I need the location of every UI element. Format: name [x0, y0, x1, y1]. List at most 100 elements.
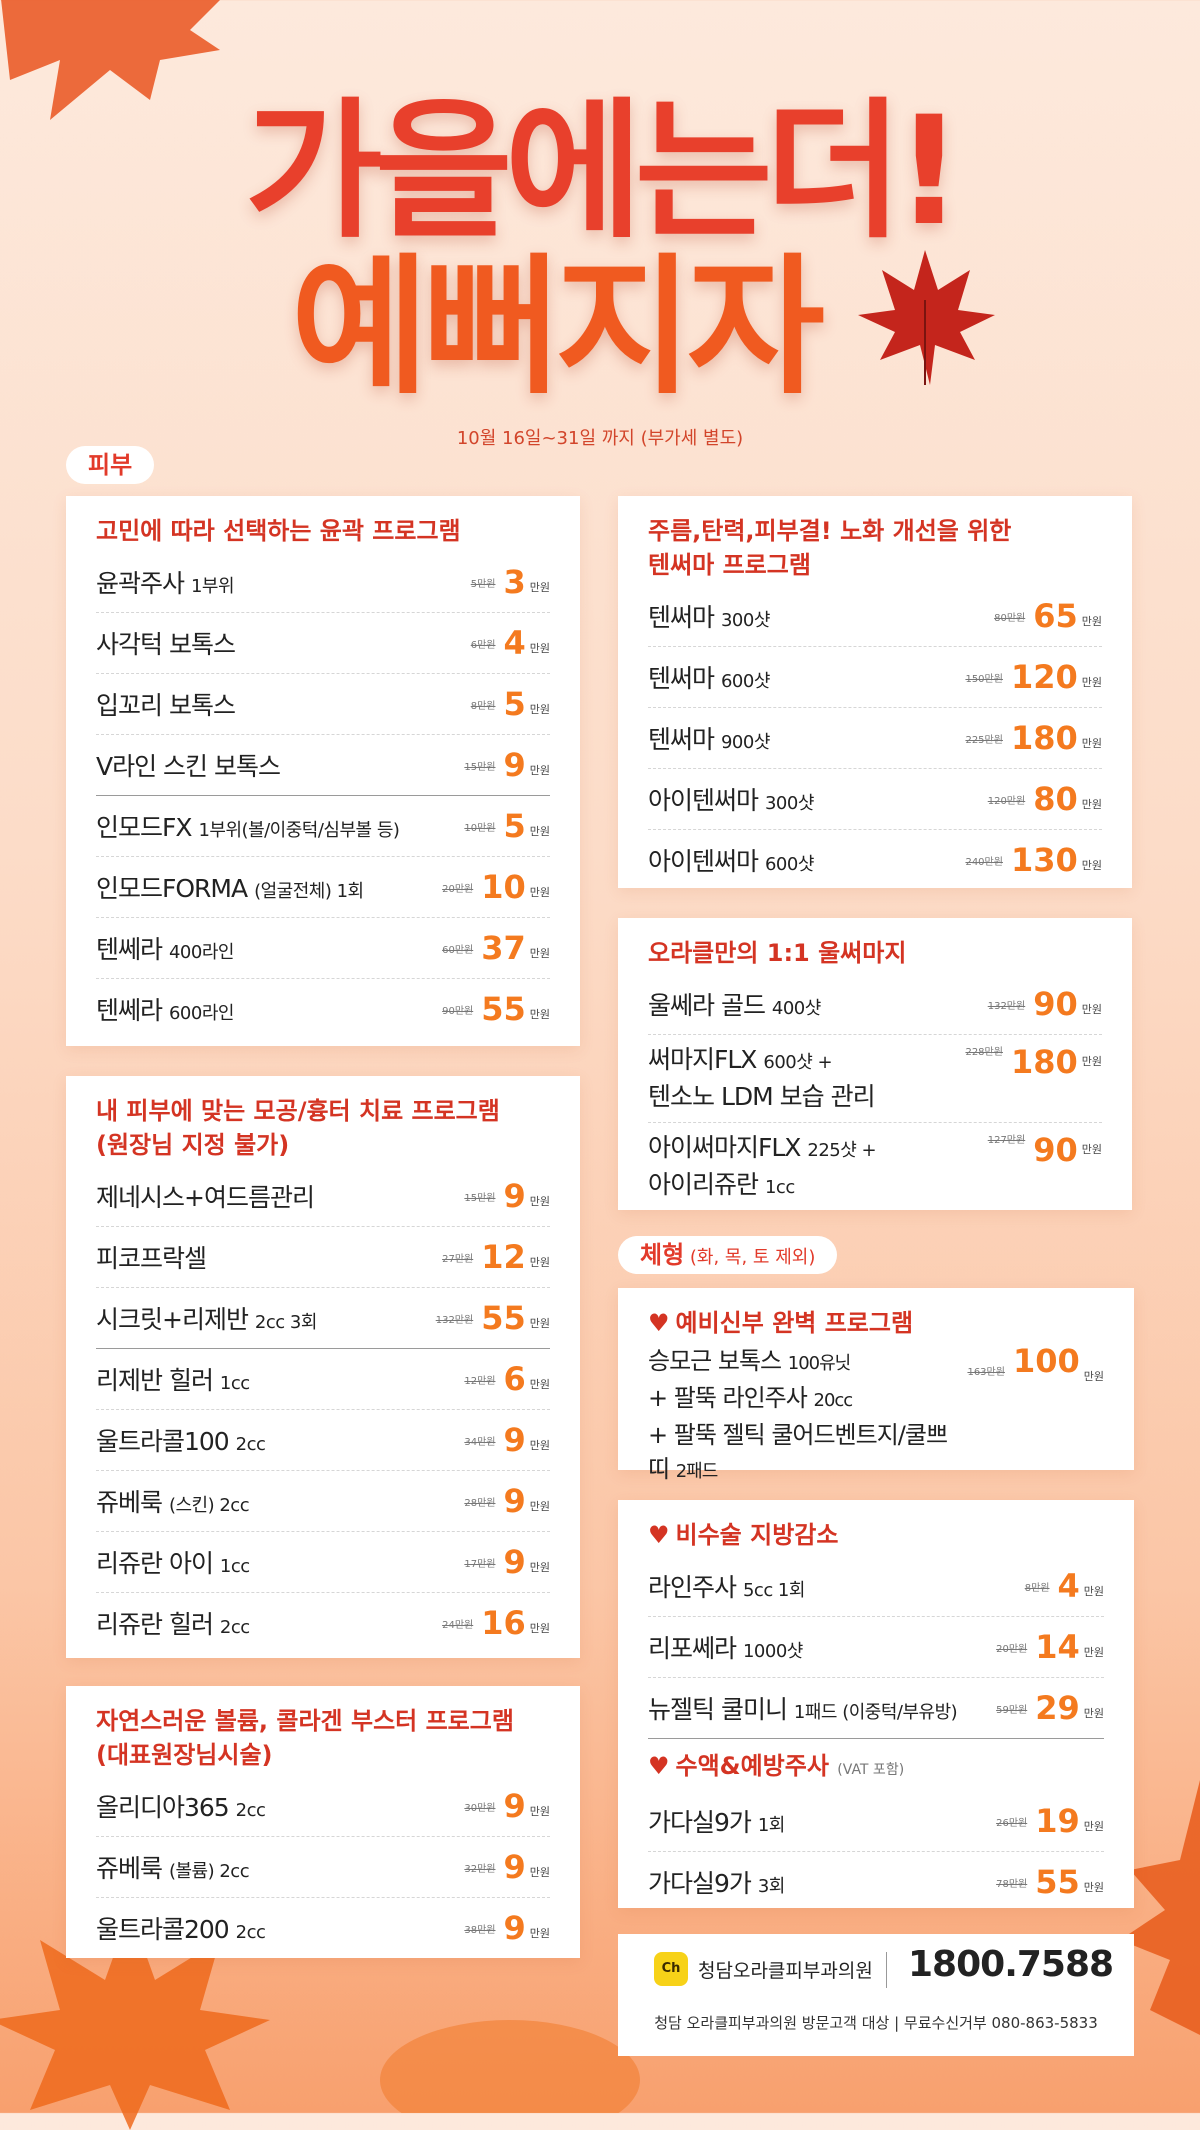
treatment-name: 쥬베룩 (볼륨) 2cc	[96, 1849, 464, 1885]
footer-note: 청담 오라클피부과의원 방문고객 대상 | 무료수신거부 080-863-583…	[654, 2014, 1098, 2032]
price-unit: 만원	[529, 1622, 550, 1635]
treatment-name: 입꼬리 보톡스	[96, 686, 471, 722]
treatment-name: 텐쎄라 600라인	[96, 991, 442, 1027]
sale-price: 65	[1033, 597, 1078, 635]
treatment-line1: 써마지FLX 600샷 +	[648, 1043, 965, 1080]
original-price: 30만원	[464, 1802, 496, 1814]
price-row: 인모드FX 1부위(볼/이중턱/심부볼 등) 10만원 5 만원	[96, 796, 550, 857]
card-title-line1: 내 피부에 맞는 모공/흉터 치료 프로그램	[96, 1097, 500, 1125]
price-row: 아이텐써마 300샷 120만원 80 만원	[648, 769, 1102, 830]
treatment-label: 입꼬리 보톡스	[96, 691, 236, 720]
treatment-note: 2cc	[219, 1617, 250, 1638]
sale-price: 4	[503, 624, 526, 662]
treatment-name: 시크릿+리제반 2cc 3회	[96, 1300, 436, 1336]
price-unit: 만원	[1081, 737, 1102, 750]
divider	[886, 1952, 887, 1988]
price-list: 제네시스+여드름관리 15만원 9 만원 피코프락셀 27만원 12 만원 시크릿+리제반 2c…	[96, 1166, 550, 1653]
original-price: 240만원	[965, 856, 1003, 868]
price-row: 텐써마 600샷 150만원 120 만원	[648, 647, 1102, 708]
original-price: 28만원	[464, 1497, 496, 1509]
treatment-note: 225샷 +	[807, 1140, 877, 1161]
card-title-line2: (대표원장님시술)	[96, 1741, 273, 1769]
original-price: 225만원	[965, 734, 1003, 746]
treatment-label: 텐써마	[648, 603, 715, 632]
maple-leaf-bottomcenter	[380, 2020, 640, 2113]
maple-leaf-bottomleft	[0, 1910, 270, 2130]
clinic-name: 청담오라클피부과의원	[698, 1960, 873, 1982]
price-row: 텐써마 300샷 80만원 65 만원	[648, 586, 1102, 647]
sale-price: 12	[481, 1238, 526, 1276]
treatment-line2: 텐소노 LDM 보습 관리	[648, 1080, 965, 1114]
kakao-channel-icon[interactable]: Ch	[654, 1952, 688, 1986]
treatment-name: 텐써마 600샷	[648, 659, 965, 695]
bride-line1: 승모근 보톡스	[648, 1347, 782, 1375]
treatment-name: 리쥬란 아이 1cc	[96, 1544, 464, 1580]
price-list: 가다실9가 1회 26만원 19 만원 가다실9가 3회 78만원 55 만원	[648, 1791, 1104, 1912]
price-unit: 만원	[529, 1561, 550, 1574]
treatment-name: 제네시스+여드름관리	[96, 1178, 464, 1214]
treatment-note: 1cc	[764, 1177, 795, 1198]
treatment-name: 울트라콜200 2cc	[96, 1910, 464, 1946]
price-unit: 만원	[529, 1008, 550, 1021]
hero-title-line1: 가을에는더!	[244, 85, 963, 259]
price-row: 올리디아365 2cc 30만원 9 만원	[96, 1776, 550, 1837]
phone-number[interactable]: 1800.7588	[908, 1944, 1114, 1985]
price-row: 시크릿+리제반 2cc 3회 132만원 55 만원	[96, 1288, 550, 1349]
sale-price: 100	[1012, 1342, 1080, 1380]
bride-line2: + 팔뚝 라인주사	[648, 1384, 808, 1412]
price-row: 아이써마지FLX 225샷 + 아이리쥬란 1cc 127만원 90 만원	[648, 1123, 1102, 1213]
treatment-note: 600라인	[168, 1003, 234, 1024]
original-price: 150만원	[965, 673, 1003, 685]
price-row: 텐쎄라 600라인 90만원 55 만원	[96, 979, 550, 1039]
treatment-name: 리포쎄라 1000샷	[648, 1629, 996, 1665]
bride-line3: + 팔뚝 젤틱 쿨어드벤트지/쿨쁘띠	[648, 1421, 948, 1483]
sale-price: 9	[503, 1482, 526, 1520]
treatment-name: 가다실9가 3회	[648, 1864, 996, 1900]
section-pill-body: 체형 (화, 목, 토 제외)	[618, 1236, 838, 1274]
treatment-label: 울트라콜100	[96, 1427, 230, 1456]
price-unit: 만원	[1083, 1707, 1104, 1720]
treatment-label: 뉴젤틱 쿨미니	[648, 1695, 788, 1724]
treatment-note: 1000샷	[742, 1641, 803, 1662]
heart-icon: ♥	[648, 1521, 670, 1549]
maple-leaf-topleft	[1, 0, 220, 120]
card-subtitle-note: (VAT 포함)	[837, 1762, 905, 1778]
sale-price: 9	[503, 1421, 526, 1459]
price-unit: 만원	[529, 1317, 550, 1330]
sale-price: 9	[503, 746, 526, 784]
bride-price-block: 163만원 100 만원	[967, 1344, 1104, 1489]
treatment-note: 400라인	[168, 942, 234, 963]
price-unit: 만원	[529, 1500, 550, 1513]
treatment-label: 리쥬란 힐러	[96, 1610, 214, 1639]
card-title-text: 비수술 지방감소	[675, 1521, 839, 1549]
treatment-label: 리제반 힐러	[96, 1366, 214, 1395]
sale-price: 5	[503, 685, 526, 723]
price-unit: 만원	[529, 1805, 550, 1818]
price-row: 제네시스+여드름관리 15만원 9 만원	[96, 1166, 550, 1227]
sale-price: 29	[1035, 1689, 1080, 1727]
price-unit: 만원	[1083, 1820, 1104, 1833]
treatment-note: 3회	[757, 1876, 786, 1897]
footer-contact: Ch 청담오라클피부과의원 1800.7588 청담 오라클피부과의원 방문고객…	[618, 1934, 1134, 2056]
treatment-label: 울트라콜200	[96, 1915, 230, 1944]
treatment-note: 900샷	[720, 732, 770, 753]
original-price: 132만원	[987, 1000, 1026, 1012]
card-subtitle-text: 수액&예방주사	[675, 1752, 829, 1780]
price-unit: 만원	[529, 947, 550, 960]
treatment-note: 5cc 1회	[742, 1580, 805, 1601]
price-row: 리제반 힐러 1cc 12만원 6 만원	[96, 1349, 550, 1410]
original-price: 15만원	[464, 1192, 496, 1204]
price-unit: 만원	[529, 1256, 550, 1269]
card-title-line1: 주름,탄력,피부결! 노화 개선을 위한	[648, 517, 1012, 545]
sale-price: 9	[503, 1909, 526, 1947]
price-unit: 만원	[529, 581, 550, 594]
price-row: 텐써마 900샷 225만원 180 만원	[648, 708, 1102, 769]
treatment-label: 가다실9가	[648, 1808, 752, 1837]
price-list: 텐써마 300샷 80만원 65 만원 텐써마 600샷 150만원 120 만원 텐써마 90…	[648, 586, 1102, 890]
price-row: 써마지FLX 600샷 + 텐소노 LDM 보습 관리 228만원 180 만원	[648, 1035, 1102, 1123]
treatment-label: 텐써마	[648, 725, 715, 754]
card-subtitle: ♥ 수액&예방주사 (VAT 포함)	[648, 1749, 1104, 1787]
card-thermage: 주름,탄력,피부결! 노화 개선을 위한 텐써마 프로그램 텐써마 300샷 80…	[618, 496, 1132, 888]
event-period-note: 10월 16일~31일 까지 (부가세 별도)	[456, 428, 744, 449]
section-label-body: 체형	[640, 1241, 685, 1269]
